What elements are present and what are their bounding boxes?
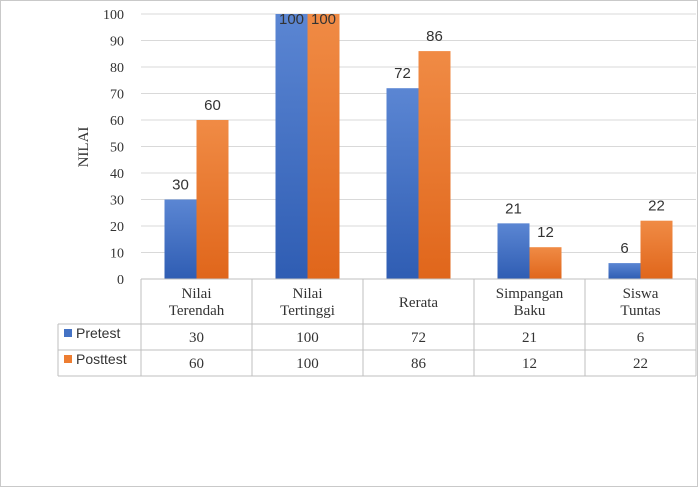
category-label: Nilai [182, 286, 212, 302]
table-cell: 22 [633, 356, 648, 372]
data-label: 60 [204, 97, 221, 114]
category-label: Baku [514, 303, 546, 319]
legend-key-pretest [64, 329, 72, 337]
category-label: Tertinggi [280, 303, 335, 319]
y-tick-label: 40 [110, 167, 124, 182]
y-tick-label: 100 [103, 8, 124, 23]
data-label: 100 [311, 11, 336, 28]
legend-label: Posttest [76, 351, 127, 367]
data-label: 6 [620, 240, 628, 257]
y-tick-label: 0 [117, 273, 124, 288]
bar-posttest [196, 120, 229, 279]
table-cell: 100 [296, 330, 319, 346]
table-cell: 100 [296, 356, 319, 372]
table-cell: 6 [637, 330, 645, 346]
table-cell: 12 [522, 356, 537, 372]
bar-posttest [640, 220, 673, 279]
y-tick-label: 50 [110, 141, 124, 156]
y-axis-label: NILAI [76, 127, 92, 168]
data-label: 12 [537, 224, 554, 241]
data-labels: 30 60 100 100 72 86 21 12 6 22 [172, 11, 665, 257]
y-axis-ticks: 0 10 20 30 40 50 60 70 80 90 100 [103, 8, 124, 288]
category-label: Terendah [169, 303, 225, 319]
data-label: 86 [426, 28, 443, 45]
y-tick-label: 90 [110, 35, 124, 50]
category-label: Nilai [293, 286, 323, 302]
bar-posttest [529, 247, 562, 279]
table-cell: 21 [522, 330, 537, 346]
legend-key-posttest [64, 355, 72, 363]
y-tick-label: 30 [110, 194, 124, 209]
bar-pretest [497, 223, 530, 279]
data-label: 100 [279, 11, 304, 28]
bars [164, 14, 673, 279]
y-tick-label: 70 [110, 88, 124, 103]
table-cell: 30 [189, 330, 204, 346]
y-tick-label: 60 [110, 114, 124, 129]
data-label: 30 [172, 177, 189, 194]
y-tick-label: 80 [110, 61, 124, 76]
data-label: 22 [648, 198, 665, 215]
data-label: 21 [505, 200, 522, 217]
bar-pretest [386, 88, 419, 279]
category-label: Rerata [399, 295, 438, 311]
table-cell: 60 [189, 356, 204, 372]
bar-pretest [275, 14, 308, 279]
category-label: Siswa [623, 286, 659, 302]
bar-pretest [608, 263, 641, 279]
y-tick-label: 10 [110, 247, 124, 262]
category-label: Simpangan [496, 286, 564, 302]
data-label: 72 [394, 65, 411, 82]
category-label: Tuntas [620, 303, 660, 319]
bar-posttest [418, 51, 451, 279]
legend-label: Pretest [76, 325, 120, 341]
bar-posttest [307, 14, 340, 279]
table-cell: 72 [411, 330, 426, 346]
bar-pretest [164, 199, 197, 279]
y-tick-label: 20 [110, 220, 124, 235]
table-cell: 86 [411, 356, 427, 372]
